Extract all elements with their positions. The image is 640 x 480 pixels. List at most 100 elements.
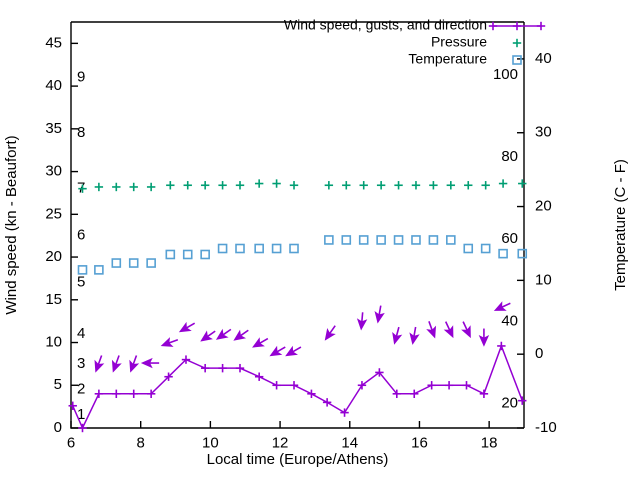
temperature-point (428, 235, 439, 245)
x-tick-label-14: 14 (341, 434, 358, 451)
beaufort-label-1: 1 (77, 406, 85, 423)
temperature-point (146, 258, 156, 268)
pressure-point (218, 181, 227, 190)
x-tick-label-10: 10 (202, 434, 219, 451)
legend-sample-point (488, 21, 498, 31)
wind-speed-point (112, 389, 121, 399)
y2-tick-label-0: 0 (535, 345, 543, 362)
temperature-point (128, 258, 139, 268)
wind-direction-arrow (285, 345, 302, 357)
temperature-point (94, 265, 104, 275)
beaufort-label-9: 9 (77, 69, 85, 86)
wind-speed-point (272, 381, 281, 390)
fahrenheit-label-100: 100 (493, 66, 518, 83)
beaufort-label-8: 8 (77, 124, 85, 141)
y-axis-title: Wind speed (kn - Beaufort) (3, 135, 20, 314)
wind-direction-arrow (356, 312, 368, 331)
y-tick-label-15: 15 (45, 291, 62, 308)
temperature-point (217, 243, 228, 254)
temperature-point (517, 248, 528, 259)
y2-tick-label-40: 40 (535, 50, 552, 67)
y-tick-label-45: 45 (45, 34, 62, 51)
beaufort-label-2: 2 (77, 381, 85, 398)
legend-sample-point (512, 21, 522, 31)
pressure-point (200, 181, 210, 190)
y-tick-label-0: 0 (54, 419, 62, 436)
temperature-point (235, 243, 245, 254)
temperature-point (77, 265, 88, 275)
wind-speed-point (392, 389, 402, 399)
temperature-point (411, 235, 421, 245)
fahrenheit-label-20: 20 (501, 395, 518, 412)
wind-direction-arrow (269, 345, 286, 357)
wind-direction-arrow (443, 321, 454, 339)
x-tick-label-16: 16 (411, 434, 428, 451)
wind-speed-point (68, 401, 77, 410)
wind-speed-point (94, 389, 104, 399)
wind-speed-line (72, 343, 523, 430)
temperature-point (165, 249, 176, 260)
temperature-point (200, 249, 210, 260)
fahrenheit-label-60: 60 (501, 230, 518, 247)
pressure-point (254, 179, 264, 188)
pressure-point (481, 181, 490, 190)
wind-speed-point (340, 408, 349, 417)
wind-direction-arrow (493, 301, 511, 311)
wind-direction-arrow (178, 321, 196, 333)
wind-speed-point (518, 396, 527, 405)
temperature-point (341, 235, 352, 245)
beaufort-label-5: 5 (77, 274, 85, 291)
pressure-point (129, 182, 138, 192)
fahrenheit-label-40: 40 (501, 313, 518, 330)
wind-speed-point (410, 389, 419, 399)
beaufort-label-6: 6 (77, 227, 85, 244)
x-tick-label-6: 6 (67, 434, 75, 451)
y2-tick-label-10: 10 (535, 271, 552, 288)
wind-speed-point (479, 389, 489, 399)
pressure-point (498, 179, 508, 188)
pressure-point (394, 181, 403, 190)
temperature-point (271, 243, 282, 254)
pressure-point (78, 184, 87, 193)
pressure-point (166, 181, 175, 190)
wind-direction-arrow (324, 325, 336, 341)
pressure-point (112, 182, 121, 192)
wind-speed-point (322, 398, 332, 407)
legend-label-0: Wind speed, gusts, and direction (284, 17, 487, 33)
y-tick-label-35: 35 (45, 120, 62, 137)
wind-direction-arrow (233, 329, 249, 341)
wind-direction-arrow (111, 355, 122, 373)
temperature-point (324, 235, 334, 245)
x-axis-title: Local time (Europe/Athens) (207, 451, 389, 468)
wind-speed-point (181, 355, 191, 364)
wind-direction-arrow (409, 326, 420, 345)
pressure-point (324, 181, 334, 190)
temperature-point (376, 235, 386, 245)
temperature-point (463, 243, 474, 254)
y2-tick-label--10: -10 (535, 419, 557, 436)
x-tick-label-12: 12 (272, 434, 289, 451)
wind-speed-point (200, 363, 210, 373)
wind-speed-point (129, 389, 138, 399)
temperature-point (480, 243, 491, 254)
wind-speed-point (235, 363, 245, 373)
y-tick-label-40: 40 (45, 77, 62, 94)
pressure-point (94, 182, 104, 192)
y-tick-label-25: 25 (45, 205, 62, 222)
pressure-point (446, 181, 456, 190)
pressure-point (429, 181, 438, 190)
wind-direction-arrow (426, 321, 437, 339)
wind-direction-arrow (160, 337, 179, 347)
fahrenheit-label-80: 80 (501, 148, 518, 165)
wind-speed-point (497, 341, 506, 351)
pressure-point (289, 181, 299, 190)
wind-speed-point (462, 381, 471, 390)
wind-direction-arrow (461, 321, 471, 339)
temperature-point (111, 258, 122, 268)
legend-label-2: Temperature (408, 51, 487, 67)
y-tick-label-20: 20 (45, 248, 62, 265)
y2-axis-title: Temperature (C - F) (612, 159, 629, 291)
y-tick-label-30: 30 (45, 163, 62, 180)
